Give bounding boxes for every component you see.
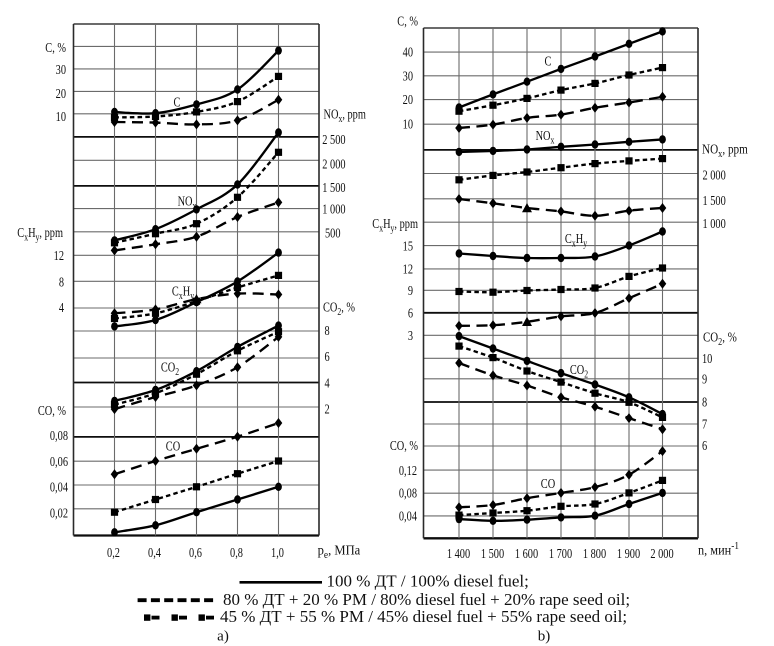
svg-text:6: 6 bbox=[325, 348, 330, 364]
svg-text:8: 8 bbox=[702, 394, 707, 410]
svg-text:2 000: 2 000 bbox=[650, 545, 673, 561]
svg-text:NOx, ppm: NOx, ppm bbox=[324, 106, 367, 124]
svg-text:0,12: 0,12 bbox=[399, 462, 417, 478]
svg-text:1 500: 1 500 bbox=[481, 545, 504, 561]
svg-text:0,4: 0,4 bbox=[148, 544, 161, 560]
svg-text:8: 8 bbox=[325, 322, 330, 338]
svg-text:C, %: C, % bbox=[45, 39, 66, 55]
svg-text:500: 500 bbox=[325, 225, 341, 241]
svg-text:n, мин-1: n, мин-1 bbox=[698, 541, 739, 558]
svg-text:0,2: 0,2 bbox=[107, 544, 120, 560]
svg-text:1 400: 1 400 bbox=[447, 545, 470, 561]
svg-text:1 800: 1 800 bbox=[583, 545, 606, 561]
svg-text:0,8: 0,8 bbox=[230, 544, 243, 560]
svg-text:b): b) bbox=[538, 629, 551, 645]
svg-text:6: 6 bbox=[408, 305, 413, 321]
svg-text:CO, %: CO, % bbox=[38, 402, 66, 418]
svg-text:CO2: CO2 bbox=[570, 361, 589, 379]
svg-text:C, %: C, % bbox=[397, 13, 418, 29]
svg-text:1 900: 1 900 bbox=[617, 545, 640, 561]
svg-text:1 000: 1 000 bbox=[703, 215, 726, 231]
svg-text:1 700: 1 700 bbox=[549, 545, 572, 561]
svg-text:CxHy, ppm: CxHy, ppm bbox=[372, 215, 418, 233]
svg-text:1,0: 1,0 bbox=[271, 544, 284, 560]
svg-text:10: 10 bbox=[702, 350, 712, 366]
svg-text:9: 9 bbox=[408, 282, 413, 298]
svg-text:12: 12 bbox=[54, 247, 64, 263]
svg-text:4: 4 bbox=[325, 375, 330, 391]
svg-text:6: 6 bbox=[702, 437, 707, 453]
svg-text:CO2, %: CO2, % bbox=[323, 299, 355, 317]
svg-text:CO: CO bbox=[541, 475, 555, 491]
svg-text:2: 2 bbox=[325, 401, 330, 417]
svg-text:NOx, ppm: NOx, ppm bbox=[702, 141, 748, 160]
svg-text:4: 4 bbox=[59, 300, 64, 316]
svg-text:12: 12 bbox=[403, 261, 413, 277]
svg-text:20: 20 bbox=[56, 85, 66, 101]
svg-text:15: 15 bbox=[403, 238, 413, 254]
svg-text:C: C bbox=[545, 53, 552, 69]
svg-text:CO, %: CO, % bbox=[390, 438, 418, 454]
svg-text:0,08: 0,08 bbox=[399, 485, 417, 501]
svg-text:NOx: NOx bbox=[178, 193, 197, 211]
svg-text:7: 7 bbox=[702, 416, 707, 432]
svg-text:30: 30 bbox=[403, 68, 413, 84]
svg-text:0,06: 0,06 bbox=[50, 453, 68, 469]
svg-text:0,08: 0,08 bbox=[50, 427, 68, 443]
svg-text:45 % ДТ + 55 % РМ / 45% diesel: 45 % ДТ + 55 % РМ / 45% diesel fuel + 55… bbox=[220, 607, 627, 626]
svg-text:100 % ДТ / 100% diesel fuel;: 100 % ДТ / 100% diesel fuel; bbox=[327, 572, 529, 591]
svg-text:20: 20 bbox=[403, 92, 413, 108]
svg-text:1 600: 1 600 bbox=[515, 545, 538, 561]
svg-text:30: 30 bbox=[56, 61, 66, 77]
svg-text:1 500: 1 500 bbox=[703, 192, 726, 208]
svg-text:CxHy: CxHy bbox=[172, 283, 194, 301]
svg-text:0,6: 0,6 bbox=[189, 544, 202, 560]
svg-text:0,04: 0,04 bbox=[50, 479, 68, 495]
svg-text:1 000: 1 000 bbox=[322, 201, 345, 217]
svg-text:a): a) bbox=[217, 629, 229, 645]
svg-text:3: 3 bbox=[408, 327, 413, 343]
svg-text:C: C bbox=[174, 94, 181, 110]
svg-text:CO: CO bbox=[166, 438, 180, 454]
svg-text:NOx: NOx bbox=[536, 127, 555, 145]
svg-text:9: 9 bbox=[702, 371, 707, 387]
svg-text:10: 10 bbox=[56, 108, 66, 124]
svg-text:80 % ДТ + 20 % РМ / 80% diesel: 80 % ДТ + 20 % РМ / 80% diesel fuel + 20… bbox=[223, 590, 630, 609]
svg-text:40: 40 bbox=[403, 44, 413, 60]
svg-text:1 500: 1 500 bbox=[322, 179, 345, 195]
svg-text:0,04: 0,04 bbox=[399, 508, 417, 524]
svg-text:CO2: CO2 bbox=[161, 359, 180, 377]
svg-text:8: 8 bbox=[59, 274, 64, 290]
svg-text:2 500: 2 500 bbox=[322, 131, 345, 147]
svg-text:10: 10 bbox=[403, 116, 413, 132]
svg-text:0,02: 0,02 bbox=[50, 505, 68, 521]
svg-text:2 000: 2 000 bbox=[322, 156, 345, 172]
svg-text:CxHy: CxHy bbox=[565, 230, 587, 248]
svg-text:CO2, %: CO2, % bbox=[703, 329, 737, 348]
svg-text:CxHy, ppm: CxHy, ppm bbox=[17, 224, 63, 242]
svg-text:2 000: 2 000 bbox=[703, 167, 726, 183]
svg-text:pe, МПа: pe, МПа bbox=[318, 542, 361, 561]
